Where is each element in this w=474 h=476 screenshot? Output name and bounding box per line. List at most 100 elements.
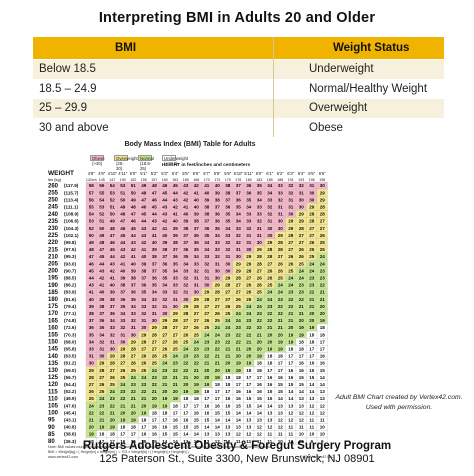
bmi-value: 50 xyxy=(89,233,95,238)
bmi-value: 13 xyxy=(236,425,242,430)
bmi-value: 14 xyxy=(215,425,221,430)
bmi-value: 16 xyxy=(141,432,147,437)
legend-obese: Obese (>30) xyxy=(90,154,105,166)
bmi-value: 21 xyxy=(278,325,284,330)
bmi-value: 21 xyxy=(120,403,126,408)
source-link[interactable]: www.vertex42.com xyxy=(48,455,79,459)
bmi-value: 27 xyxy=(152,347,158,352)
bmi-value: 25 xyxy=(288,268,294,273)
bmi-value: 24 xyxy=(299,268,305,273)
bmi-value: 22 xyxy=(215,347,221,352)
bmi-value: 35 xyxy=(194,247,200,252)
bmi-value: 30 xyxy=(299,205,305,210)
legend-swatch: Underweight (<18.5) xyxy=(162,154,189,166)
weight-kg-label: (45.4) xyxy=(64,410,76,415)
bmi-value: 25 xyxy=(194,332,200,337)
bmi-value: 36 xyxy=(120,297,126,302)
bmi-value: 28 xyxy=(120,354,126,359)
bmi-value: 29 xyxy=(204,290,210,295)
bmi-value: 19 xyxy=(278,347,284,352)
bmi-value: 29 xyxy=(162,318,168,323)
bmi-value: 20 xyxy=(173,389,179,394)
bmi-value: 22 xyxy=(225,339,231,344)
bmi-value: 17 xyxy=(204,396,210,401)
bmi-value: 20 xyxy=(141,403,147,408)
bmi-value: 27 xyxy=(162,339,168,344)
bmi-value: 17 xyxy=(246,375,252,380)
bmi-value: 26 xyxy=(194,325,200,330)
bmi-value: 49 xyxy=(99,233,105,238)
bmi-value: 38 xyxy=(173,240,179,245)
bmi-value: 18 xyxy=(288,347,294,352)
legend-swatch: Obese (>30) xyxy=(90,154,105,166)
bmi-value: 30 xyxy=(162,311,168,316)
bmi-value: 38 xyxy=(152,254,158,259)
weight-kg-label: (38.6) xyxy=(64,432,76,437)
bmi-range: Below 18.5 xyxy=(39,63,96,76)
bmi-value: 24 xyxy=(99,396,105,401)
bmi-table-chart: Body Mass Index (BMI) Table for Adults O… xyxy=(46,141,334,468)
bmi-value: 18 xyxy=(225,375,231,380)
bmi-value: 53 xyxy=(89,219,95,224)
height-ft-label: 5'0" xyxy=(130,171,137,176)
bmi-value: 15 xyxy=(236,403,242,408)
bmi-value: 33 xyxy=(141,304,147,309)
bmi-value: 11 xyxy=(257,439,262,444)
height-ft-label: 5'9" xyxy=(224,171,231,176)
bmi-value: 23 xyxy=(183,354,189,359)
weight-kg-label: (97.5) xyxy=(64,247,76,252)
bmi-value: 31 xyxy=(309,183,315,188)
bmi-value: 29 xyxy=(120,347,126,352)
bmi-value: 17 xyxy=(278,361,284,366)
bmi-value: 27 xyxy=(309,233,315,238)
bmi-value: 17 xyxy=(320,339,326,344)
key-row: 30 and above Obese xyxy=(33,117,444,137)
bmi-value: 41 xyxy=(162,226,168,231)
bmi-value: 36 xyxy=(246,183,252,188)
bmi-value: 21 xyxy=(141,396,147,401)
bmi-value: 47 xyxy=(89,254,95,259)
bmi-value: 11 xyxy=(267,432,272,437)
weight-lbs-label: 260 xyxy=(48,183,59,189)
bmi-value: 22 xyxy=(320,283,326,288)
bmi-value: 28 xyxy=(257,261,263,266)
bmi-value: 30 xyxy=(194,290,200,295)
bmi-value: 23 xyxy=(204,339,210,344)
bmi-value: 34 xyxy=(194,254,200,259)
bmi-value: 33 xyxy=(120,318,126,323)
bmi-value: 27 xyxy=(215,297,221,302)
bmi-value: 43 xyxy=(131,240,137,245)
height-cm-label: 193 xyxy=(298,178,304,182)
bmi-value: 29 xyxy=(236,261,242,266)
bmi-value: 36 xyxy=(194,240,200,245)
bmi-value: 25 xyxy=(120,375,126,380)
bmi-value: 30 xyxy=(215,276,221,281)
bmi-value: 31 xyxy=(278,212,284,217)
bmi-value: 33 xyxy=(246,219,252,224)
bmi-value: 16 xyxy=(299,368,305,373)
bmi-value: 15 xyxy=(309,375,315,380)
bmi-value: 28 xyxy=(162,325,168,330)
bmi-value: 27 xyxy=(225,297,231,302)
bmi-value: 34 xyxy=(246,205,252,210)
bmi-value: 27 xyxy=(320,219,326,224)
bmi-value: 28 xyxy=(236,276,242,281)
bmi-value: 34 xyxy=(236,219,242,224)
bmi-value: 26 xyxy=(267,268,273,273)
bmi-value: 14 xyxy=(236,410,242,415)
bmi-value: 30 xyxy=(99,354,105,359)
weight-lbs-label: 235 xyxy=(48,219,59,225)
height-ft-label: 5'2" xyxy=(151,171,158,176)
bmi-value: 20 xyxy=(299,318,305,323)
bmi-value: 39 xyxy=(131,268,137,273)
bmi-value: 41 xyxy=(120,261,126,266)
weight-lbs-label: 135 xyxy=(48,361,59,367)
bmi-value: 21 xyxy=(204,361,210,366)
bmi-value: 33 xyxy=(152,297,158,302)
bmi-value: 34 xyxy=(267,183,273,188)
bmi-value: 24 xyxy=(278,290,284,295)
bmi-value: 19 xyxy=(288,332,294,337)
bmi-formula: BMI = Weight[kg] / ( Height[m] x Height[… xyxy=(48,450,189,454)
height-ft-label: 4'9" xyxy=(98,171,105,176)
